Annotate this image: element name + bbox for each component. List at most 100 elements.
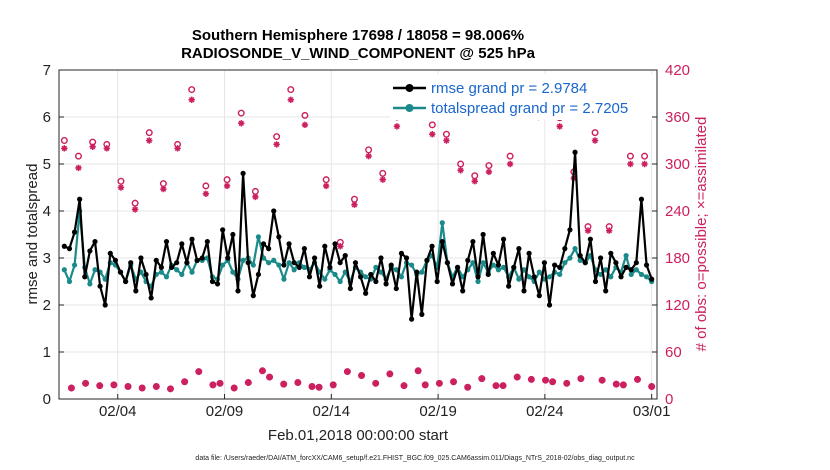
rmse-point — [449, 281, 456, 287]
obs-assimilated-point — [223, 182, 231, 190]
obs-assimilated-star — [464, 384, 471, 391]
rmse-point — [592, 278, 599, 285]
obs-assimilated-star — [542, 377, 549, 384]
rmse-point — [536, 293, 542, 299]
obs-assimilated-star — [485, 168, 493, 176]
obs-assimilated-point — [174, 145, 181, 152]
rmse-point — [240, 170, 246, 176]
obs-possible-point — [626, 152, 634, 160]
totalspread-point — [66, 278, 73, 285]
totalspread-point — [322, 276, 328, 282]
rmse-point — [342, 253, 348, 259]
rmse-point — [209, 278, 216, 285]
rmse-point — [77, 196, 83, 202]
rmse-line — [63, 151, 653, 321]
rmse-point — [434, 278, 440, 285]
obs-assimilated-point — [68, 384, 75, 392]
rmse-point — [613, 260, 619, 266]
rmse-point — [174, 260, 180, 266]
x-tick-label: 02/19 — [419, 403, 457, 420]
rmse-point — [97, 283, 103, 289]
obs-assimilated-star — [393, 123, 401, 130]
totalspread-point — [286, 260, 292, 266]
rmse-point — [92, 238, 98, 245]
obs-assimilated-point — [471, 178, 478, 185]
rmse-point — [214, 281, 221, 287]
rmse-point — [618, 274, 624, 280]
obs-assimilated-star — [450, 378, 457, 385]
obs-assimilated-star — [514, 373, 521, 381]
rmse-point — [133, 288, 139, 294]
rmse-point — [189, 236, 195, 242]
obs-assimilated-point — [542, 377, 549, 384]
obs-assimilated-point — [146, 137, 153, 144]
obs-possible-point — [442, 130, 450, 138]
totalspread-point — [240, 257, 246, 263]
obs-assimilated-star — [195, 368, 202, 375]
rmse-point — [490, 250, 496, 256]
obs-assimilated-point — [358, 372, 365, 379]
obs-assimilated-point — [577, 375, 585, 382]
obs-assimilated-point — [344, 368, 351, 375]
obs-assimilated-point — [61, 145, 68, 152]
rmse-point — [255, 271, 262, 278]
obs-assimilated-star — [337, 243, 344, 250]
rmse-point — [460, 288, 466, 294]
totalspread-point — [87, 281, 93, 287]
obs-assimilated-star — [188, 96, 195, 103]
rmse-point — [276, 234, 282, 240]
obs-assimilated-star — [549, 378, 556, 385]
obs-assimilated-star — [556, 123, 563, 130]
right-y-tick-label: 360 — [665, 109, 690, 126]
totalspread-point — [398, 274, 405, 280]
obs-assimilated-point — [429, 131, 436, 138]
obs-assimilated-point — [202, 190, 210, 197]
totalspread-point — [490, 262, 496, 268]
obs-assimilated-point — [322, 182, 330, 190]
footnote: data file: /Users/raeder/DAI/ATM_forcXX/… — [195, 455, 635, 462]
rmse-point — [107, 250, 113, 256]
left-y-tick-label: 1 — [43, 344, 51, 361]
x-tick-label: 02/09 — [206, 403, 244, 420]
obs-assimilated-point — [266, 373, 273, 381]
rmse-point — [444, 260, 450, 266]
totalspread-point — [92, 267, 98, 273]
obs-assimilated-point — [75, 164, 82, 172]
obs-assimilated-point — [160, 185, 167, 193]
obs-assimilated-star — [422, 381, 429, 389]
rmse-point — [71, 229, 78, 235]
rmse-point — [398, 250, 405, 256]
obs-assimilated-star — [372, 380, 379, 387]
totalspread-point — [572, 246, 578, 252]
obs-assimilated-star — [259, 367, 266, 374]
obs-assimilated-star — [627, 160, 634, 168]
obs-assimilated-point — [485, 168, 493, 176]
rmse-point — [419, 311, 425, 317]
rmse-point — [250, 293, 256, 299]
obs-assimilated-point — [308, 383, 316, 390]
totalspread-point — [480, 260, 486, 266]
obs-assimilated-star — [358, 372, 365, 379]
totalspread-point — [276, 262, 282, 268]
rmse-point — [347, 285, 353, 292]
obs-assimilated-star — [89, 143, 96, 150]
totalspread-point — [500, 264, 507, 270]
obs-assimilated-star — [322, 182, 330, 190]
obs-assimilated-star — [287, 96, 294, 103]
obs-assimilated-star — [471, 178, 478, 185]
obs-possible-point — [117, 177, 125, 185]
rmse-point — [383, 281, 389, 287]
plot-frame — [58, 69, 658, 400]
rmse-point — [179, 241, 185, 247]
rmse-point — [649, 276, 655, 282]
totalspread-point — [562, 260, 568, 266]
obs-assimilated-point — [153, 383, 160, 390]
totalspread-point — [163, 274, 170, 280]
rmse-point — [373, 278, 379, 285]
obs-assimilated-point — [606, 227, 613, 234]
obs-assimilated-point — [181, 378, 188, 385]
obs-assimilated-point — [351, 201, 358, 208]
obs-assimilated-star — [280, 380, 287, 388]
obs-assimilated-point — [549, 378, 556, 385]
rmse-point — [82, 274, 88, 280]
